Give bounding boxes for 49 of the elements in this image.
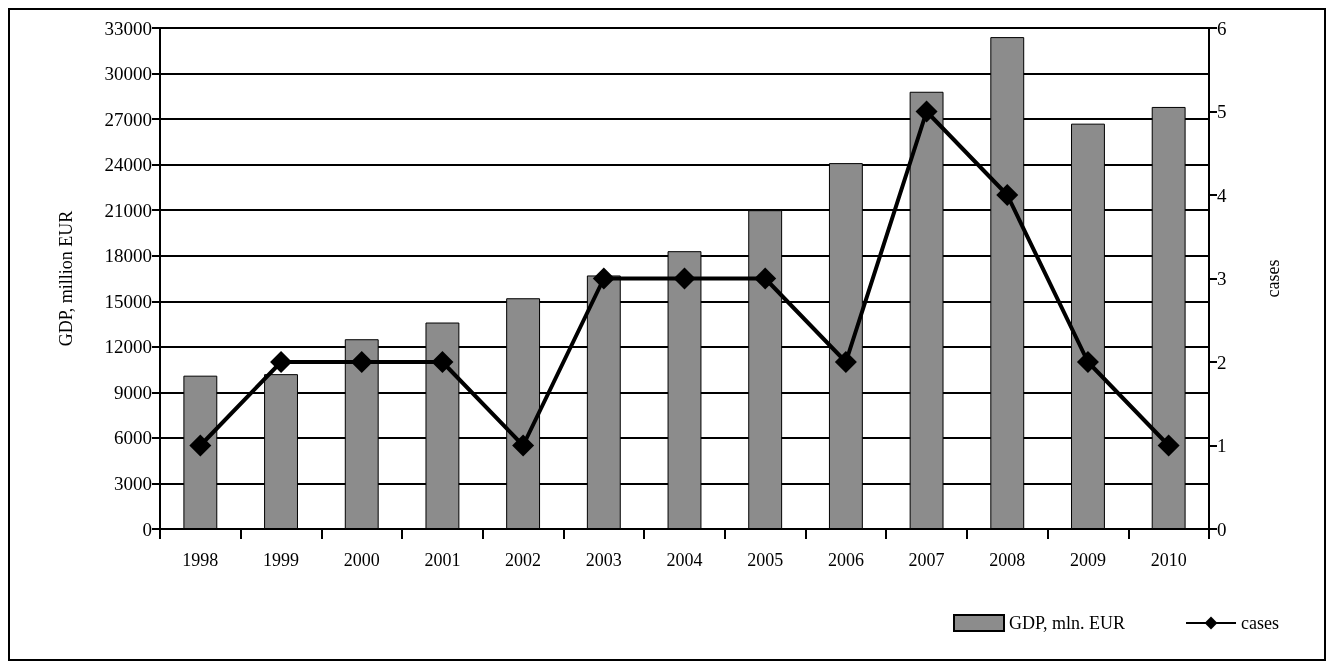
x-tick-label: 2004 xyxy=(666,550,703,570)
y-tick-label: 15000 xyxy=(104,290,152,312)
y2-tick-label: 2 xyxy=(1217,351,1227,373)
x-tick-label: 2010 xyxy=(1150,550,1187,570)
point xyxy=(431,351,454,373)
y-tick-label: 18000 xyxy=(104,245,152,267)
x-tick-label: 1998 xyxy=(182,550,219,570)
point xyxy=(673,267,696,290)
x-tick-label: 2007 xyxy=(908,550,945,570)
y-tick-label: 0 xyxy=(142,518,152,540)
point xyxy=(1076,351,1099,373)
y2-tick-label: 3 xyxy=(1217,268,1227,289)
y2-tick-label: 4 xyxy=(1217,184,1227,206)
x-tick-label: 2000 xyxy=(343,550,380,570)
y-tick-label: 3000 xyxy=(114,472,152,494)
y-tick-label: 24000 xyxy=(104,154,152,176)
y-tick-label: 21000 xyxy=(104,199,152,221)
y-axis-title: GDP, million EUR xyxy=(56,210,76,347)
y-tick-label: 33000 xyxy=(104,17,152,39)
y-tick-label: 27000 xyxy=(104,108,152,130)
x-tick-label: 2002 xyxy=(505,550,542,570)
x-tick-label: 2009 xyxy=(1069,550,1106,570)
y2-axis-title: cases xyxy=(1263,259,1283,298)
point xyxy=(189,434,212,457)
point xyxy=(512,434,535,457)
y-tick-label: 30000 xyxy=(104,63,152,85)
y-tick-label: 6000 xyxy=(114,427,152,449)
point xyxy=(915,100,938,123)
point xyxy=(270,351,293,373)
y2-tick-label: 6 xyxy=(1217,17,1227,39)
point xyxy=(1157,434,1180,457)
point xyxy=(350,351,373,373)
point xyxy=(996,184,1019,206)
legend-label: GDP, mln. EUR xyxy=(1009,613,1126,633)
y2-tick-label: 0 xyxy=(1217,518,1227,540)
x-tick-label: 2006 xyxy=(827,550,864,570)
legend-label: cases xyxy=(1241,613,1280,633)
y-tick-label: 12000 xyxy=(104,336,152,358)
y2-tick-label: 1 xyxy=(1217,435,1227,456)
point xyxy=(834,351,857,373)
x-tick-label: 2005 xyxy=(747,550,784,570)
x-tick-label: 2001 xyxy=(424,550,461,570)
y2-tick-label: 5 xyxy=(1217,101,1227,122)
x-tick-label: 2003 xyxy=(585,550,622,570)
x-tick-label: 2008 xyxy=(989,550,1026,570)
point xyxy=(592,267,615,290)
point xyxy=(754,267,777,290)
x-tick-label: 1999 xyxy=(263,550,300,570)
y-tick-label: 9000 xyxy=(114,381,152,403)
